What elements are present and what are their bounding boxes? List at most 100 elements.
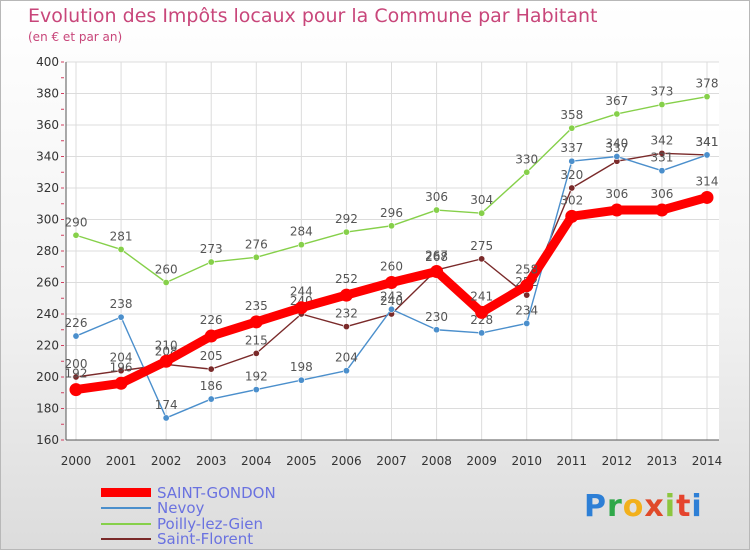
data-label-nevoy: 228: [470, 313, 493, 327]
data-label-saint-gondon: 196: [110, 360, 133, 374]
point-saint-florent: [72, 373, 80, 381]
data-label-nevoy: 234: [515, 303, 538, 317]
data-label-poilly-lez-gien: 284: [290, 225, 313, 239]
data-label-saint-gondon: 226: [200, 313, 223, 327]
point-poilly-lez-gien: [72, 231, 80, 239]
y-tick-label: 400: [36, 55, 59, 69]
legend-item-nevoy: Nevoy: [101, 499, 276, 518]
legend-item-saint-florent: Saint-Florent: [101, 530, 276, 549]
logo-letter: P: [584, 489, 607, 524]
point-poilly-lez-gien: [342, 228, 350, 236]
data-label-saint-gondon: 258: [515, 263, 538, 277]
data-label-saint-florent: 341: [696, 135, 719, 149]
data-label-nevoy: 243: [380, 289, 403, 303]
point-saint-gondon: [565, 209, 579, 223]
data-label-nevoy: 204: [335, 351, 358, 365]
y-tick-label: 200: [36, 370, 59, 384]
point-poilly-lez-gien: [297, 241, 305, 249]
point-poilly-lez-gien: [433, 206, 441, 214]
point-nevoy: [117, 313, 125, 321]
data-label-saint-florent: 232: [335, 307, 358, 321]
data-label-poilly-lez-gien: 276: [245, 237, 268, 251]
x-tick-label: 2011: [557, 454, 588, 468]
data-label-nevoy: 341: [696, 135, 719, 149]
data-label-nevoy: 337: [560, 141, 583, 155]
x-tick-label: 2013: [647, 454, 678, 468]
data-label-saint-gondon: 252: [335, 272, 358, 286]
data-label-nevoy: 186: [200, 379, 223, 393]
data-label-saint-florent: 342: [650, 133, 673, 147]
data-label-saint-gondon: 235: [245, 299, 268, 313]
point-poilly-lez-gien: [117, 245, 125, 253]
point-saint-gondon: [249, 315, 263, 329]
point-saint-gondon: [610, 203, 624, 217]
data-label-saint-florent: 204: [110, 351, 133, 365]
x-tick-label: 2010: [511, 454, 542, 468]
x-tick-label: 2008: [421, 454, 452, 468]
x-tick-label: 2007: [376, 454, 407, 468]
y-tick-label: 380: [36, 87, 59, 101]
data-label-saint-florent: 200: [65, 357, 88, 371]
point-saint-gondon: [430, 264, 444, 278]
data-label-poilly-lez-gien: 378: [696, 77, 719, 91]
chart-subtitle: (en € et par an): [28, 30, 123, 44]
data-label-saint-gondon: 306: [650, 187, 673, 201]
data-label-nevoy: 340: [605, 137, 628, 151]
data-label-saint-gondon: 314: [696, 174, 719, 188]
point-poilly-lez-gien: [703, 93, 711, 101]
data-label-poilly-lez-gien: 358: [560, 108, 583, 122]
point-saint-florent: [478, 255, 486, 263]
point-nevoy: [523, 319, 531, 327]
point-saint-florent: [252, 349, 260, 357]
data-label-nevoy: 230: [425, 310, 448, 324]
legend-label-nevoy: Nevoy: [157, 499, 205, 518]
legend-label-saint-gondon: SAINT-GONDON: [157, 483, 276, 502]
y-tick-label: 340: [36, 150, 59, 164]
data-label-poilly-lez-gien: 330: [515, 152, 538, 166]
data-label-poilly-lez-gien: 292: [335, 212, 358, 226]
x-tick-label: 2004: [241, 454, 272, 468]
legend-swatch-poilly-lez-gien: [101, 522, 151, 525]
y-tick-label: 160: [36, 433, 59, 447]
point-saint-gondon: [339, 288, 353, 302]
data-label-poilly-lez-gien: 290: [65, 215, 88, 229]
data-label-poilly-lez-gien: 296: [380, 206, 403, 220]
point-nevoy: [478, 329, 486, 337]
data-label-saint-gondon: 244: [290, 285, 313, 299]
point-nevoy: [252, 386, 260, 394]
data-label-saint-gondon: 241: [470, 289, 493, 303]
point-nevoy: [703, 151, 711, 159]
data-label-nevoy: 192: [245, 370, 268, 384]
point-nevoy: [207, 395, 215, 403]
y-tick-label: 240: [36, 307, 59, 321]
point-saint-florent: [207, 365, 215, 373]
point-saint-gondon: [294, 301, 308, 315]
data-label-saint-florent: 337: [605, 141, 628, 155]
x-tick-label: 2000: [61, 454, 92, 468]
logo-letter: o: [622, 489, 645, 524]
x-tick-label: 2012: [602, 454, 633, 468]
x-tick-label: 2001: [106, 454, 137, 468]
chart-title: Evolution des Impôts locaux pour la Comm…: [28, 5, 598, 27]
point-nevoy: [658, 167, 666, 175]
point-saint-gondon: [655, 203, 669, 217]
y-tick-label: 260: [36, 276, 59, 290]
legend-label-saint-florent: Saint-Florent: [157, 530, 254, 549]
data-label-saint-gondon: 210: [155, 338, 178, 352]
x-tick-label: 2009: [466, 454, 497, 468]
point-nevoy: [568, 157, 576, 165]
point-saint-gondon: [114, 376, 128, 390]
data-label-saint-gondon: 306: [605, 187, 628, 201]
y-tick-label: 360: [36, 118, 59, 132]
data-label-poilly-lez-gien: 306: [425, 190, 448, 204]
point-nevoy: [72, 332, 80, 340]
logo-letter: r: [607, 489, 623, 524]
legend-swatch-nevoy: [101, 507, 151, 510]
data-label-saint-florent: 275: [470, 239, 493, 253]
logo-letter: t: [676, 489, 692, 524]
x-tick-label: 2014: [692, 454, 723, 468]
legend-swatch-saint-gondon: [101, 488, 151, 498]
y-tick-label: 280: [36, 244, 59, 258]
point-nevoy: [162, 414, 170, 422]
